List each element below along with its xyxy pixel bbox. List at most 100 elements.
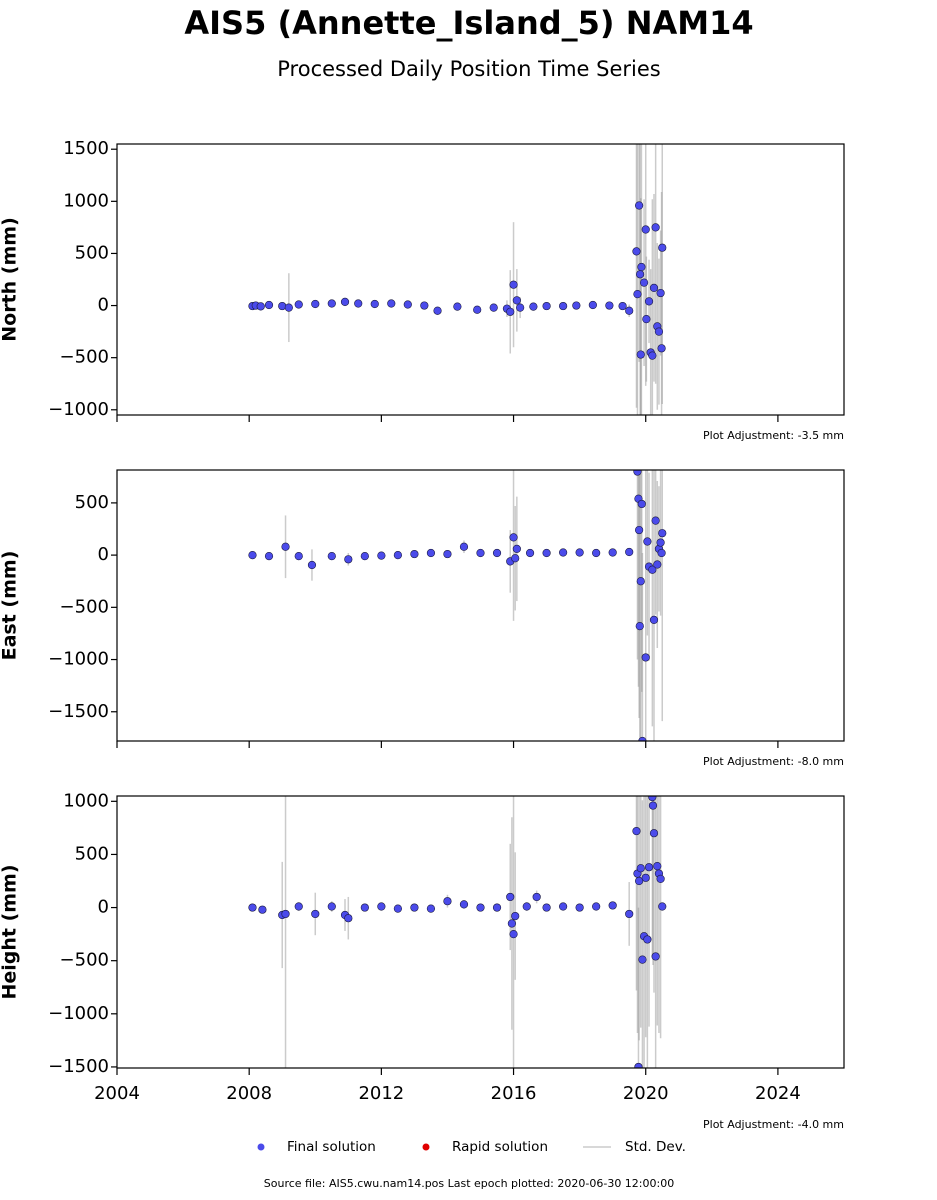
data-point (476, 903, 485, 912)
y-tick-label: 500 (75, 843, 109, 864)
data-point (492, 903, 502, 912)
x-tick-label: 2016 (491, 1083, 537, 1104)
data-point (641, 653, 650, 662)
data-point (643, 537, 652, 546)
legend-label: Rapid solution (452, 1139, 548, 1155)
y-tick-label: 500 (75, 492, 109, 513)
data-point (625, 547, 634, 557)
data-point (453, 302, 462, 311)
data-point (656, 874, 665, 883)
y-axis-label: Height (mm) (0, 864, 21, 999)
data-point (636, 864, 645, 873)
data-point (512, 544, 521, 553)
data-point (559, 548, 568, 557)
data-point (410, 549, 419, 559)
plot-adjustment: Plot Adjustment: -4.0 mm (703, 1118, 844, 1131)
data-point (360, 552, 369, 561)
data-point (511, 911, 520, 921)
data-point (575, 903, 584, 912)
footer: Source file: AIS5.cwu.nam14.pos Last epo… (264, 1177, 674, 1190)
data-point (648, 351, 657, 360)
data-point (294, 552, 303, 561)
data-point (648, 565, 657, 574)
data-point (509, 533, 518, 542)
figure-title: AIS5 (Annette_Island_5) NAM14 (184, 4, 753, 42)
data-point (641, 873, 650, 882)
data-point (393, 904, 402, 913)
data-point (506, 892, 515, 902)
data-point (643, 935, 652, 944)
data-point (644, 863, 654, 872)
data-point (592, 548, 601, 558)
y-tick-label: −1500 (48, 701, 109, 722)
data-point (248, 903, 257, 912)
data-point (653, 560, 662, 569)
data-point (542, 903, 551, 912)
data-point (311, 299, 320, 309)
axes-frame (116, 469, 845, 742)
data-point (377, 902, 386, 911)
data-point (632, 826, 641, 836)
plot-area (248, 470, 667, 741)
data-point (258, 905, 267, 914)
data-point (638, 955, 647, 964)
data-point (489, 303, 498, 312)
data-point (360, 903, 369, 912)
data-point (651, 952, 660, 961)
data-point (625, 306, 634, 315)
data-point (633, 470, 642, 476)
data-point (633, 289, 642, 299)
data-point (635, 622, 644, 631)
figure-subtitle: Processed Daily Position Time Series (277, 57, 661, 81)
y-tick-label: −500 (60, 950, 109, 971)
data-point (658, 902, 667, 911)
data-point (506, 307, 515, 316)
data-point (344, 914, 353, 923)
data-point (649, 615, 659, 624)
data-point (509, 280, 518, 289)
plot-adjustment: Plot Adjustment: -8.0 mm (703, 755, 844, 768)
data-point (443, 897, 452, 906)
plot-area (248, 144, 667, 415)
data-point (657, 344, 666, 353)
y-tick-label: 1000 (63, 190, 109, 211)
data-point (559, 301, 568, 311)
y-tick-label: −1000 (48, 649, 109, 670)
data-point (459, 542, 469, 551)
data-point (525, 548, 535, 558)
data-point (507, 919, 516, 928)
data-point (281, 909, 290, 919)
legend-marker (422, 1143, 430, 1151)
data-point (654, 327, 664, 336)
data-point (327, 299, 336, 308)
data-point (649, 829, 659, 838)
data-point (248, 551, 257, 560)
data-point (542, 301, 551, 311)
data-point (637, 499, 646, 509)
data-point (649, 283, 659, 292)
data-point (625, 909, 634, 919)
data-point (307, 560, 317, 570)
data-point (354, 299, 363, 308)
data-point (657, 548, 666, 558)
data-point (572, 301, 581, 310)
data-point (476, 548, 485, 558)
y-tick-label: −1000 (48, 1003, 109, 1024)
data-point (636, 350, 645, 359)
data-point (542, 548, 551, 558)
data-point (639, 278, 649, 287)
data-point (420, 301, 429, 310)
legend-label: Final solution (287, 1139, 376, 1155)
data-point (393, 551, 402, 560)
data-point (387, 299, 396, 308)
data-point (608, 548, 617, 557)
data-point (656, 538, 665, 547)
plot-adjustment: Plot Adjustment: -3.5 mm (703, 429, 844, 442)
data-point (403, 300, 412, 309)
data-point (511, 554, 520, 563)
data-point (512, 296, 521, 305)
data-point (648, 796, 657, 802)
data-point (459, 900, 469, 909)
y-tick-label: 0 (98, 897, 109, 918)
x-tick-label: 2004 (94, 1083, 140, 1104)
